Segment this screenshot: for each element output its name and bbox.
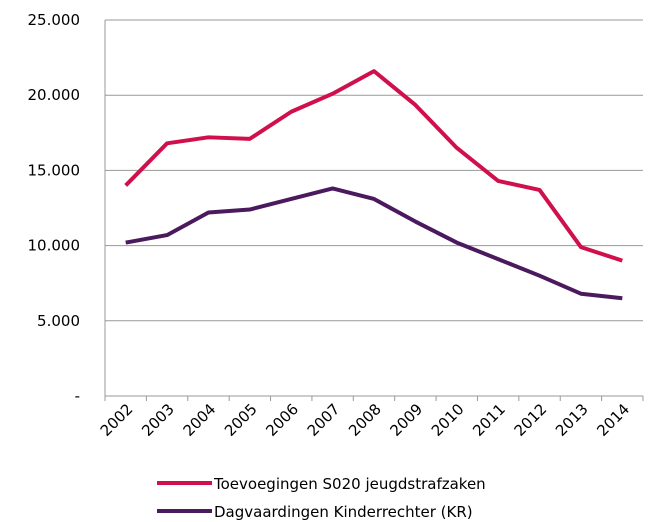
y-tick-label: 20.000: [28, 86, 81, 104]
legend-label: Dagvaardingen Kinderrechter (KR): [214, 503, 473, 521]
series-line: [125, 186, 623, 301]
y-tick-label: 15.000: [28, 161, 81, 179]
x-tick-label: 2005: [221, 400, 261, 440]
legend-label: Toevoegingen S020 jeugdstrafzaken: [213, 475, 486, 493]
x-tick-label: 2011: [469, 400, 509, 440]
series-line: [124, 69, 623, 263]
x-tick-label: 2003: [138, 400, 178, 440]
x-tick-label: 2008: [345, 400, 385, 440]
x-tick-label: 2013: [552, 400, 592, 440]
y-tick-label: 5.000: [37, 312, 80, 330]
y-tick-label: 25.000: [28, 11, 81, 29]
x-tick-label: 2006: [262, 400, 302, 440]
x-tick-label: 2007: [304, 400, 344, 440]
x-tick-label: 2014: [593, 400, 633, 440]
x-tick-label: 2010: [428, 400, 468, 440]
x-tick-label: 2002: [97, 400, 137, 440]
x-tick-label: 2012: [511, 400, 551, 440]
y-tick-label: 10.000: [28, 237, 81, 255]
y-tick-label: -: [75, 387, 80, 405]
x-tick-label: 2009: [386, 400, 426, 440]
x-tick-label: 2004: [180, 400, 220, 440]
